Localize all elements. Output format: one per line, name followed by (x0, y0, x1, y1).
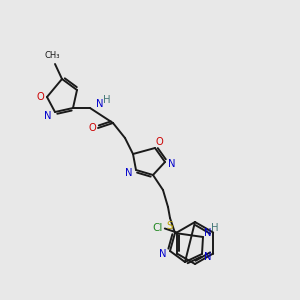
Text: N: N (159, 249, 167, 259)
Text: N: N (204, 228, 212, 238)
Text: O: O (155, 137, 163, 147)
Text: H: H (211, 223, 219, 233)
Text: N: N (96, 99, 104, 109)
Text: CH₃: CH₃ (44, 52, 60, 61)
Text: Cl: Cl (153, 223, 163, 232)
Text: O: O (36, 92, 44, 102)
Text: O: O (88, 123, 96, 133)
Text: N: N (125, 168, 133, 178)
Text: N: N (204, 252, 212, 262)
Text: N: N (44, 111, 52, 121)
Text: H: H (103, 95, 111, 105)
Text: S: S (167, 221, 173, 231)
Text: N: N (168, 159, 176, 169)
